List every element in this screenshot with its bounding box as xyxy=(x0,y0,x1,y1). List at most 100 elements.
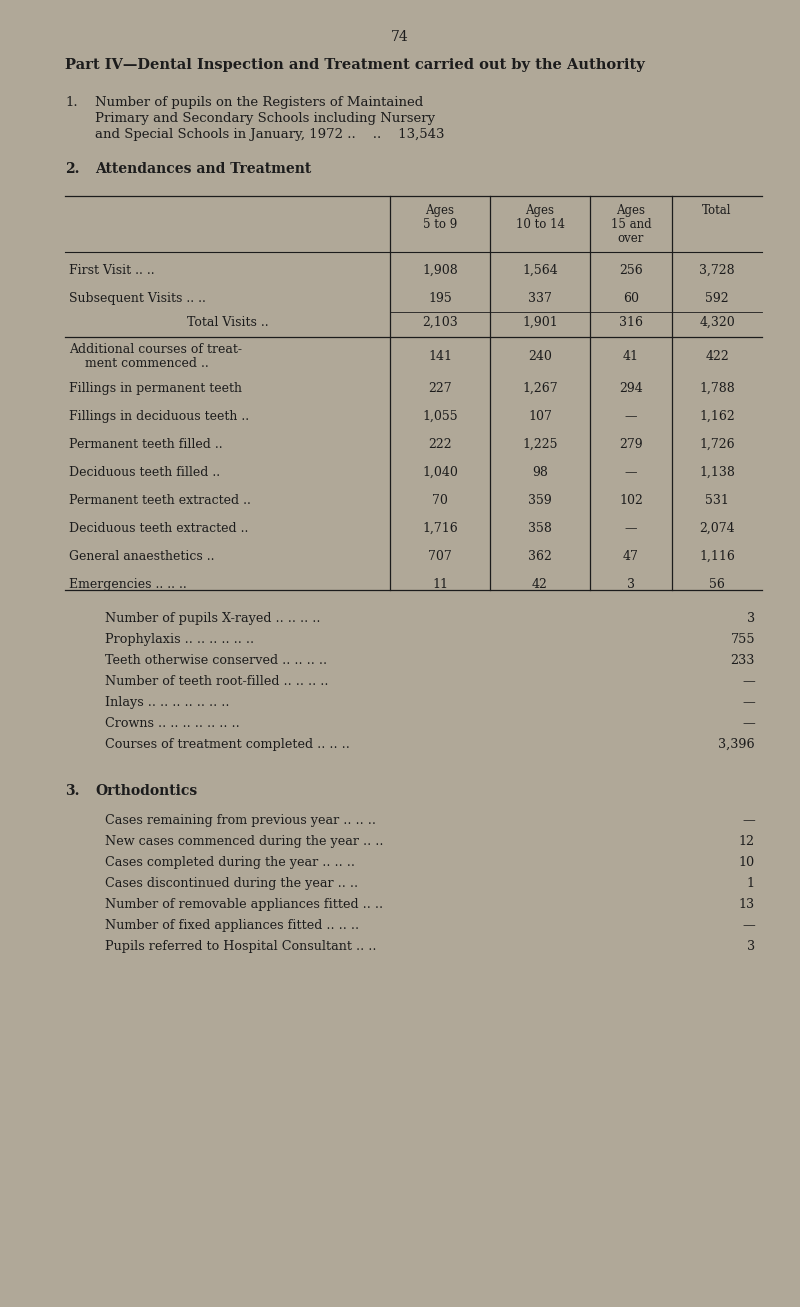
Text: 755: 755 xyxy=(730,633,755,646)
Text: Ages: Ages xyxy=(617,204,646,217)
Text: Ages: Ages xyxy=(426,204,454,217)
Text: Prophylaxis .. .. .. .. .. ..: Prophylaxis .. .. .. .. .. .. xyxy=(105,633,254,646)
Text: 359: 359 xyxy=(528,494,552,507)
Text: 3: 3 xyxy=(747,612,755,625)
Text: 41: 41 xyxy=(623,349,639,362)
Text: 1,162: 1,162 xyxy=(699,410,735,422)
Text: 5 to 9: 5 to 9 xyxy=(423,218,457,231)
Text: Teeth otherwise conserved .. .. .. ..: Teeth otherwise conserved .. .. .. .. xyxy=(105,654,327,667)
Text: 3,728: 3,728 xyxy=(699,264,735,277)
Text: 362: 362 xyxy=(528,550,552,563)
Text: 707: 707 xyxy=(428,550,452,563)
Text: 2.: 2. xyxy=(65,162,79,176)
Text: 1.: 1. xyxy=(65,95,78,108)
Text: 11: 11 xyxy=(432,578,448,591)
Text: 531: 531 xyxy=(705,494,729,507)
Text: Number of pupils on the Registers of Maintained: Number of pupils on the Registers of Mai… xyxy=(95,95,423,108)
Text: Number of removable appliances fitted .. ..: Number of removable appliances fitted ..… xyxy=(105,898,383,911)
Text: 316: 316 xyxy=(619,315,643,328)
Text: 240: 240 xyxy=(528,349,552,362)
Text: —: — xyxy=(742,674,755,687)
Text: 1: 1 xyxy=(747,877,755,890)
Text: Deciduous teeth filled ..: Deciduous teeth filled .. xyxy=(69,465,220,478)
Text: 2,103: 2,103 xyxy=(422,315,458,328)
Text: Deciduous teeth extracted ..: Deciduous teeth extracted .. xyxy=(69,521,248,535)
Text: 42: 42 xyxy=(532,578,548,591)
Text: 56: 56 xyxy=(709,578,725,591)
Text: 1,908: 1,908 xyxy=(422,264,458,277)
Text: 233: 233 xyxy=(730,654,755,667)
Text: 3.: 3. xyxy=(65,784,79,799)
Text: Inlays .. .. .. .. .. .. ..: Inlays .. .. .. .. .. .. .. xyxy=(105,697,230,708)
Text: 12: 12 xyxy=(739,835,755,848)
Text: —: — xyxy=(742,814,755,827)
Text: 1,726: 1,726 xyxy=(699,438,735,451)
Text: 1,116: 1,116 xyxy=(699,550,735,563)
Text: 294: 294 xyxy=(619,382,643,395)
Text: 279: 279 xyxy=(619,438,643,451)
Text: 47: 47 xyxy=(623,550,639,563)
Text: and Special Schools in January, 1972 ..    ..    13,543: and Special Schools in January, 1972 .. … xyxy=(95,128,445,141)
Text: New cases commenced during the year .. ..: New cases commenced during the year .. .… xyxy=(105,835,383,848)
Text: 102: 102 xyxy=(619,494,643,507)
Text: 141: 141 xyxy=(428,349,452,362)
Text: Additional courses of treat-: Additional courses of treat- xyxy=(69,342,242,356)
Text: First Visit .. ..: First Visit .. .. xyxy=(69,264,154,277)
Text: Pupils referred to Hospital Consultant .. ..: Pupils referred to Hospital Consultant .… xyxy=(105,940,377,953)
Text: —: — xyxy=(625,521,638,535)
Text: 107: 107 xyxy=(528,410,552,422)
Text: over: over xyxy=(618,233,644,244)
Text: Part IV—Dental Inspection and Treatment carried out by the Authority: Part IV—Dental Inspection and Treatment … xyxy=(65,58,645,72)
Text: —: — xyxy=(625,410,638,422)
Text: 592: 592 xyxy=(705,291,729,305)
Text: 70: 70 xyxy=(432,494,448,507)
Text: Total Visits ..: Total Visits .. xyxy=(186,315,268,328)
Text: 4,320: 4,320 xyxy=(699,315,735,328)
Text: 195: 195 xyxy=(428,291,452,305)
Text: 1,040: 1,040 xyxy=(422,465,458,478)
Text: Number of pupils X-rayed .. .. .. ..: Number of pupils X-rayed .. .. .. .. xyxy=(105,612,321,625)
Text: 1,055: 1,055 xyxy=(422,410,458,422)
Text: Number of fixed appliances fitted .. .. ..: Number of fixed appliances fitted .. .. … xyxy=(105,919,359,932)
Text: 1,267: 1,267 xyxy=(522,382,558,395)
Text: Cases discontinued during the year .. ..: Cases discontinued during the year .. .. xyxy=(105,877,358,890)
Text: 422: 422 xyxy=(705,349,729,362)
Text: Fillings in deciduous teeth ..: Fillings in deciduous teeth .. xyxy=(69,410,249,422)
Text: Cases remaining from previous year .. .. ..: Cases remaining from previous year .. ..… xyxy=(105,814,376,827)
Text: 13: 13 xyxy=(739,898,755,911)
Text: Primary and Secondary Schools including Nursery: Primary and Secondary Schools including … xyxy=(95,112,435,125)
Text: 74: 74 xyxy=(391,30,409,44)
Text: General anaesthetics ..: General anaesthetics .. xyxy=(69,550,214,563)
Text: 222: 222 xyxy=(428,438,452,451)
Text: —: — xyxy=(742,718,755,731)
Text: Fillings in permanent teeth: Fillings in permanent teeth xyxy=(69,382,242,395)
Text: Subsequent Visits .. ..: Subsequent Visits .. .. xyxy=(69,291,206,305)
Text: 358: 358 xyxy=(528,521,552,535)
Text: 10 to 14: 10 to 14 xyxy=(515,218,565,231)
Text: 1,788: 1,788 xyxy=(699,382,735,395)
Text: Number of teeth root-filled .. .. .. ..: Number of teeth root-filled .. .. .. .. xyxy=(105,674,329,687)
Text: —: — xyxy=(625,465,638,478)
Text: Permanent teeth extracted ..: Permanent teeth extracted .. xyxy=(69,494,251,507)
Text: 1,138: 1,138 xyxy=(699,465,735,478)
Text: —: — xyxy=(742,919,755,932)
Text: 3: 3 xyxy=(627,578,635,591)
Text: Emergencies .. .. ..: Emergencies .. .. .. xyxy=(69,578,186,591)
Text: 98: 98 xyxy=(532,465,548,478)
Text: 1,564: 1,564 xyxy=(522,264,558,277)
Text: 337: 337 xyxy=(528,291,552,305)
Text: ment commenced ..: ment commenced .. xyxy=(85,357,209,370)
Text: 3: 3 xyxy=(747,940,755,953)
Text: Ages: Ages xyxy=(526,204,554,217)
Text: 2,074: 2,074 xyxy=(699,521,735,535)
Text: Crowns .. .. .. .. .. .. ..: Crowns .. .. .. .. .. .. .. xyxy=(105,718,240,731)
Text: 1,901: 1,901 xyxy=(522,315,558,328)
Text: Orthodontics: Orthodontics xyxy=(95,784,198,799)
Text: 15 and: 15 and xyxy=(610,218,651,231)
Text: 1,716: 1,716 xyxy=(422,521,458,535)
Text: Attendances and Treatment: Attendances and Treatment xyxy=(95,162,311,176)
Text: 3,396: 3,396 xyxy=(718,738,755,752)
Text: Cases completed during the year .. .. ..: Cases completed during the year .. .. .. xyxy=(105,856,355,869)
Text: Permanent teeth filled ..: Permanent teeth filled .. xyxy=(69,438,222,451)
Text: 10: 10 xyxy=(739,856,755,869)
